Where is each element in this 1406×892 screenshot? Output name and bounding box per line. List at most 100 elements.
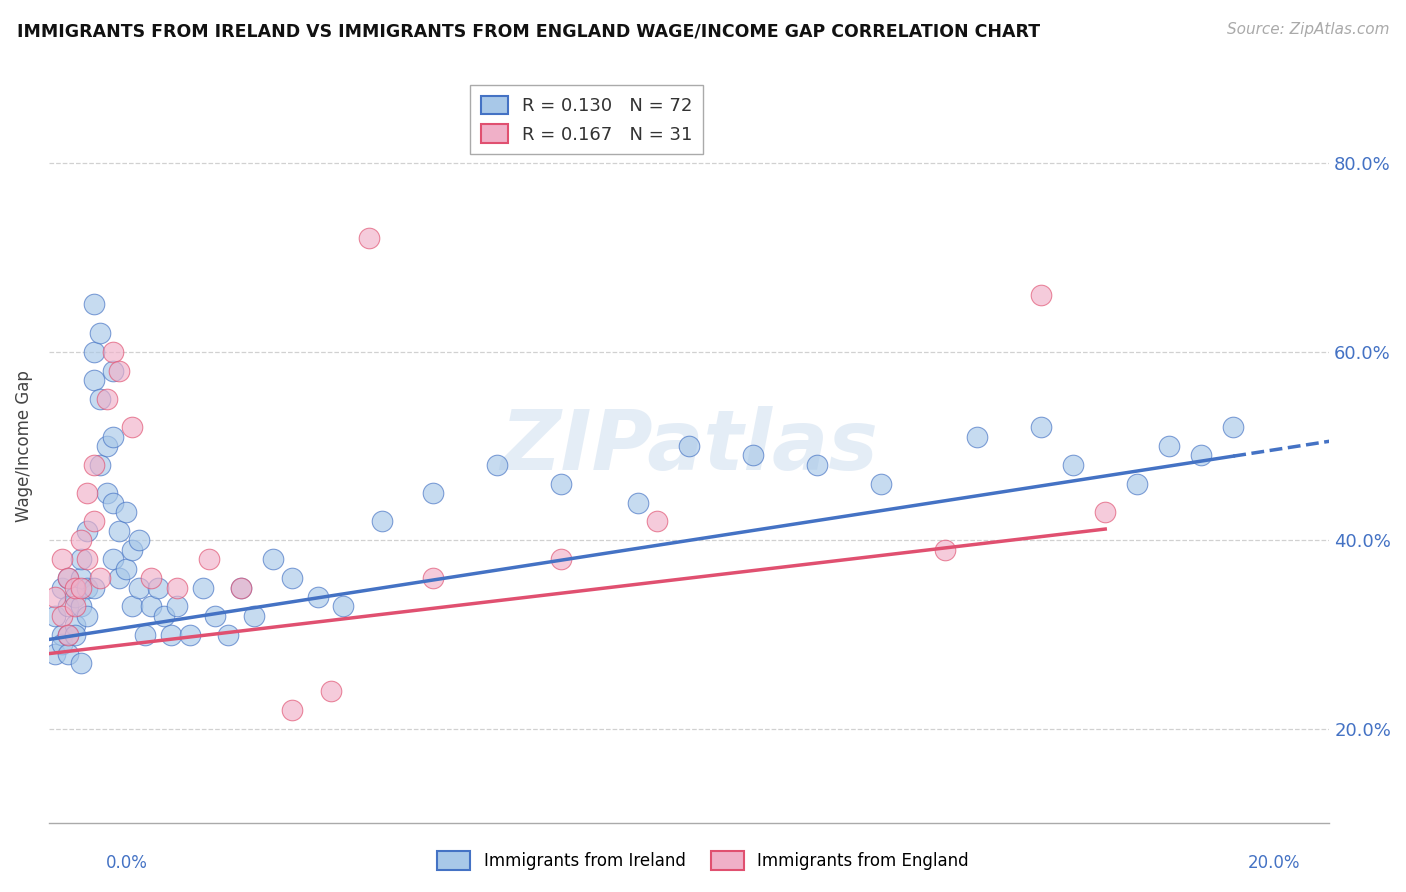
Point	[678, 439, 700, 453]
Point	[141, 599, 163, 614]
Point	[101, 495, 124, 509]
Point	[191, 581, 214, 595]
Point	[63, 599, 86, 614]
Text: Source: ZipAtlas.com: Source: ZipAtlas.com	[1226, 22, 1389, 37]
Point	[121, 542, 143, 557]
Point	[63, 618, 86, 632]
Text: 20.0%: 20.0%	[1249, 855, 1301, 872]
Point	[357, 231, 380, 245]
Point	[128, 581, 150, 595]
Point	[1222, 420, 1244, 434]
Point	[70, 571, 93, 585]
Point	[422, 571, 444, 585]
Point	[229, 581, 252, 595]
Legend: Immigrants from Ireland, Immigrants from England: Immigrants from Ireland, Immigrants from…	[430, 844, 976, 877]
Point	[76, 552, 98, 566]
Point	[108, 571, 131, 585]
Point	[627, 495, 650, 509]
Point	[63, 581, 86, 595]
Point	[89, 458, 111, 472]
Point	[76, 581, 98, 595]
Point	[56, 628, 79, 642]
Point	[281, 571, 304, 585]
Point	[83, 344, 105, 359]
Text: 0.0%: 0.0%	[105, 855, 148, 872]
Point	[51, 552, 73, 566]
Point	[44, 647, 66, 661]
Point	[96, 439, 118, 453]
Point	[870, 476, 893, 491]
Point	[108, 524, 131, 538]
Point	[121, 420, 143, 434]
Point	[56, 571, 79, 585]
Point	[1159, 439, 1181, 453]
Point	[806, 458, 828, 472]
Point	[51, 628, 73, 642]
Point	[56, 599, 79, 614]
Point	[198, 552, 221, 566]
Point	[934, 542, 956, 557]
Point	[1126, 476, 1149, 491]
Text: ZIPatlas: ZIPatlas	[501, 406, 879, 486]
Point	[114, 562, 136, 576]
Point	[1031, 420, 1053, 434]
Point	[96, 486, 118, 500]
Point	[70, 581, 93, 595]
Point	[550, 476, 572, 491]
Point	[51, 581, 73, 595]
Point	[114, 505, 136, 519]
Point	[76, 486, 98, 500]
Point	[70, 599, 93, 614]
Point	[108, 363, 131, 377]
Point	[243, 608, 266, 623]
Point	[166, 599, 188, 614]
Point	[262, 552, 284, 566]
Point	[486, 458, 509, 472]
Point	[422, 486, 444, 500]
Text: IMMIGRANTS FROM IRELAND VS IMMIGRANTS FROM ENGLAND WAGE/INCOME GAP CORRELATION C: IMMIGRANTS FROM IRELAND VS IMMIGRANTS FR…	[17, 22, 1040, 40]
Point	[121, 599, 143, 614]
Point	[1094, 505, 1116, 519]
Point	[44, 590, 66, 604]
Point	[63, 628, 86, 642]
Point	[51, 637, 73, 651]
Point	[83, 297, 105, 311]
Point	[217, 628, 239, 642]
Point	[550, 552, 572, 566]
Point	[89, 392, 111, 406]
Point	[1062, 458, 1084, 472]
Point	[645, 515, 668, 529]
Point	[1031, 288, 1053, 302]
Point	[89, 326, 111, 340]
Point	[134, 628, 156, 642]
Point	[966, 429, 988, 443]
Point	[332, 599, 354, 614]
Point	[76, 608, 98, 623]
Point	[101, 552, 124, 566]
Point	[229, 581, 252, 595]
Point	[101, 429, 124, 443]
Point	[56, 647, 79, 661]
Point	[83, 458, 105, 472]
Point	[89, 571, 111, 585]
Point	[166, 581, 188, 595]
Point	[63, 590, 86, 604]
Point	[83, 373, 105, 387]
Point	[44, 608, 66, 623]
Point	[742, 449, 765, 463]
Point	[204, 608, 226, 623]
Point	[83, 515, 105, 529]
Point	[319, 684, 342, 698]
Point	[56, 628, 79, 642]
Point	[83, 581, 105, 595]
Point	[101, 363, 124, 377]
Point	[153, 608, 176, 623]
Legend: R = 0.130   N = 72, R = 0.167   N = 31: R = 0.130 N = 72, R = 0.167 N = 31	[470, 85, 703, 154]
Point	[159, 628, 181, 642]
Point	[281, 703, 304, 717]
Point	[371, 515, 394, 529]
Point	[146, 581, 169, 595]
Point	[1189, 449, 1212, 463]
Y-axis label: Wage/Income Gap: Wage/Income Gap	[15, 370, 32, 522]
Point	[70, 656, 93, 670]
